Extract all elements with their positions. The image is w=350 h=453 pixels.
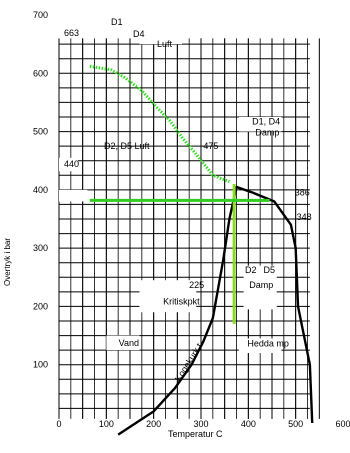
grid-gap xyxy=(243,265,277,310)
grid-gap xyxy=(139,280,197,313)
tick-labels: 0 100 200 300 400 500 600 100 200 300 400 500 600 700 xyxy=(33,10,350,429)
annotation-label: Luft xyxy=(157,39,173,49)
annotation-label: D4 xyxy=(133,29,145,39)
y-axis-title: Overtryk i bar xyxy=(3,238,12,286)
x-tick-label: 600 xyxy=(335,419,350,429)
annotation-label: 663 xyxy=(64,28,79,38)
annotation-label: Kritiskpkt xyxy=(163,297,200,307)
annotation-label: D1 xyxy=(111,17,123,27)
y-tick-label: 400 xyxy=(33,185,48,195)
grid-gap xyxy=(59,189,88,202)
annotation-label: 386 xyxy=(295,188,310,198)
annotation-label: D1, D4 xyxy=(252,117,280,127)
grid-gap xyxy=(59,157,78,172)
annotation-label: 440 xyxy=(64,159,79,169)
x-tick-label: 200 xyxy=(146,419,161,429)
annotation-label: Damp xyxy=(249,280,273,290)
annotation-label: 225 xyxy=(189,280,204,290)
boiling-curve xyxy=(117,185,300,436)
y-tick-label: 100 xyxy=(33,360,48,370)
y-tick-label: 300 xyxy=(33,243,48,253)
annotation-label: 348 xyxy=(297,212,312,222)
annotation-label: Vand xyxy=(119,338,139,348)
series xyxy=(89,64,314,436)
grid-gap xyxy=(139,20,183,45)
green-dotted-curve xyxy=(89,64,230,184)
boiling-curve xyxy=(296,306,314,424)
annotation-label: 475 xyxy=(203,141,218,151)
annotation-label: D5 xyxy=(263,265,275,275)
y-tick-label: 700 xyxy=(33,10,48,20)
y-tick-label: 500 xyxy=(33,127,48,137)
x-tick-label: 400 xyxy=(241,419,256,429)
y-tick-label: 600 xyxy=(33,68,48,78)
annotation-label: D2, D5 Luft xyxy=(104,141,150,151)
x-tick-label: 300 xyxy=(193,419,208,429)
y-tick-label: 200 xyxy=(33,301,48,311)
annotation-label: Hedda mp xyxy=(247,339,289,349)
annotation-label: D2 xyxy=(245,265,257,275)
x-tick-label: 500 xyxy=(288,419,303,429)
annotation-label: Temperatur C xyxy=(168,429,223,439)
annotation-label: Damp xyxy=(255,128,279,138)
x-tick-label: 100 xyxy=(99,419,114,429)
grid-gap xyxy=(106,335,140,351)
grid-gap xyxy=(238,338,282,354)
x-tick-label: 0 xyxy=(56,419,61,429)
grid-gap xyxy=(238,117,282,132)
grid-gaps xyxy=(59,20,282,354)
